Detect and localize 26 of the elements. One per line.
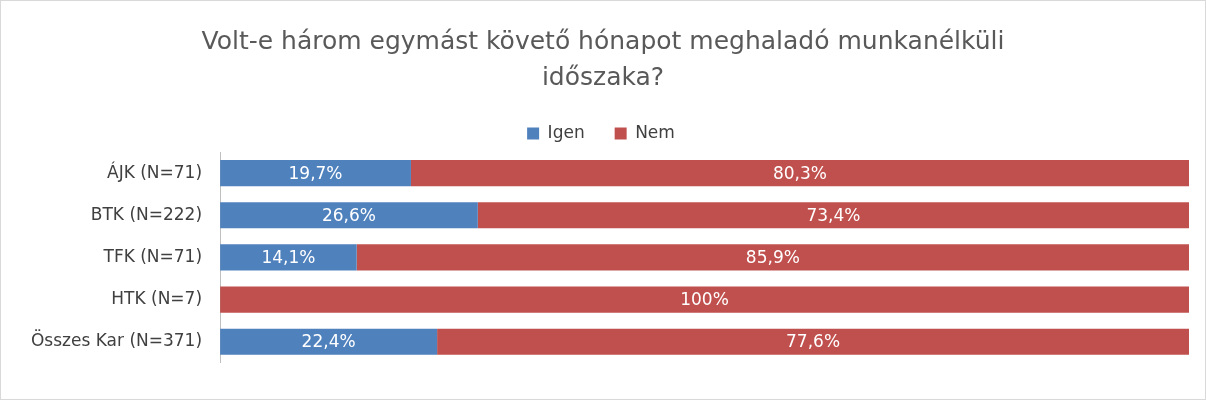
bar (356, 244, 1189, 271)
legend-label: Nem (635, 121, 675, 142)
bar (220, 328, 438, 355)
data-label: 85,9% (745, 246, 800, 267)
chart-title: Volt-e három egymást követő hónapot meghaladó munkanélküli időszaka? (200, 25, 1006, 93)
data-label: 19,7% (288, 162, 343, 183)
y-tick-label: BTK (N=222) (90, 203, 203, 224)
data-label: 26,6% (321, 204, 376, 225)
bar (410, 160, 1189, 187)
data-label: 77,6% (786, 331, 841, 352)
bar (220, 160, 411, 187)
legend-label: Igen (547, 121, 585, 142)
bar (220, 286, 1189, 313)
y-tick-label: HTK (N=7) (111, 287, 203, 308)
bar (220, 244, 357, 271)
data-label: 73,4% (806, 204, 861, 225)
bar (477, 202, 1189, 229)
data-label: 100% (680, 288, 729, 309)
data-label: 80,3% (772, 162, 827, 183)
data-label: 14,1% (261, 246, 316, 267)
bar (220, 202, 478, 229)
bar (437, 328, 1189, 355)
data-label: 22,4% (301, 331, 356, 352)
y-tick-label: Összes Kar (N=371) (30, 329, 203, 351)
y-tick-label: ÁJK (N=71) (107, 160, 203, 182)
y-tick-label: TFK (N=71) (102, 245, 203, 266)
